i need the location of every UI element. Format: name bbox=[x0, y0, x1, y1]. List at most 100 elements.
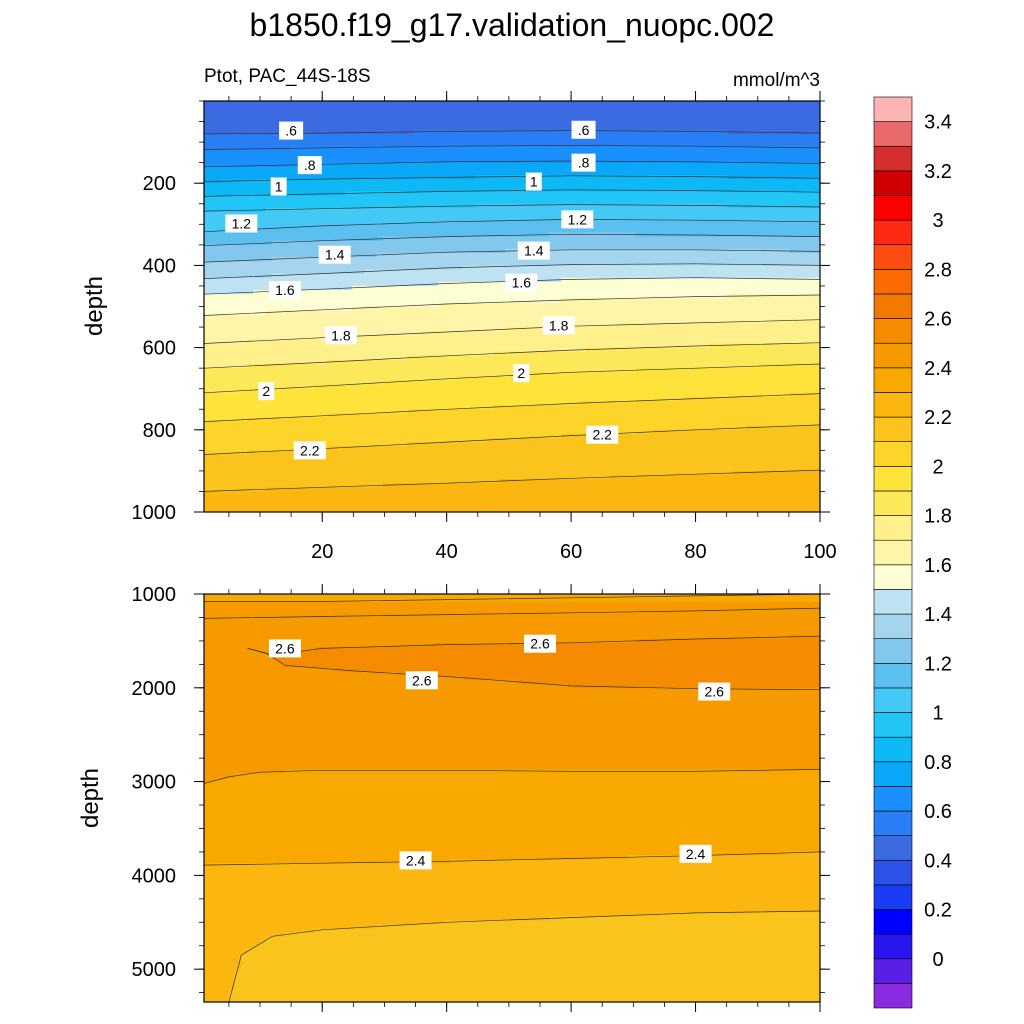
fill-cell bbox=[548, 129, 556, 147]
fill-cell bbox=[795, 133, 803, 147]
fill-cell bbox=[240, 179, 248, 197]
fill-cell bbox=[598, 191, 605, 205]
fill-cell bbox=[247, 101, 254, 135]
fill-cell bbox=[327, 133, 334, 147]
fill-cell bbox=[296, 388, 304, 419]
fill-cell bbox=[641, 322, 649, 349]
fill-cell bbox=[487, 331, 495, 357]
fill-cell bbox=[635, 146, 642, 164]
fill-cell bbox=[666, 594, 673, 603]
fill-cell bbox=[536, 859, 544, 921]
fill-cell bbox=[401, 359, 408, 382]
fill-cell bbox=[370, 602, 378, 648]
fill-cell bbox=[585, 859, 593, 917]
fill-cell bbox=[302, 195, 310, 209]
fill-cell bbox=[641, 638, 649, 689]
fill-cell bbox=[351, 769, 359, 864]
colorbar-label: 2.6 bbox=[924, 309, 952, 331]
contour-line bbox=[204, 851, 820, 866]
contour-label-bg bbox=[293, 441, 326, 460]
fill-cell bbox=[610, 298, 618, 328]
fill-cell bbox=[789, 594, 796, 603]
fill-cell bbox=[499, 642, 507, 681]
fill-cell bbox=[290, 240, 297, 258]
fill-cell bbox=[758, 343, 766, 365]
fill-cell bbox=[548, 642, 556, 685]
fill-cell bbox=[764, 912, 772, 1002]
fill-cell bbox=[696, 220, 704, 238]
fill-cell bbox=[475, 594, 482, 603]
fill-cell bbox=[783, 396, 790, 427]
fill-cell bbox=[616, 248, 624, 266]
fill-cell bbox=[530, 220, 538, 238]
fill-cell bbox=[401, 306, 408, 336]
fill-cell bbox=[505, 281, 513, 303]
fill-cell bbox=[518, 327, 525, 353]
fill-cell bbox=[629, 129, 636, 147]
fill-cell bbox=[277, 388, 285, 419]
fill-cell bbox=[222, 261, 230, 279]
fill-cell bbox=[585, 265, 593, 279]
fill-cell bbox=[536, 351, 544, 373]
fill-cell bbox=[364, 133, 371, 147]
fill-cell bbox=[388, 671, 396, 771]
fill-cell bbox=[647, 265, 655, 279]
fill-cell bbox=[438, 409, 445, 443]
fill-cell bbox=[284, 651, 291, 669]
fill-cell bbox=[561, 248, 569, 266]
fill-cell bbox=[425, 179, 433, 193]
fill-cell bbox=[739, 265, 747, 279]
contour-label-bg bbox=[399, 851, 432, 870]
fill-cell bbox=[690, 298, 698, 324]
lower-ylabel: depth bbox=[77, 768, 104, 828]
fill-cell bbox=[635, 368, 642, 402]
fill-cell bbox=[758, 179, 766, 193]
fill-cell bbox=[382, 602, 390, 648]
fill-cell bbox=[548, 146, 556, 164]
fill-cell bbox=[302, 146, 310, 164]
fill-cell bbox=[487, 191, 495, 205]
fill-cell bbox=[783, 912, 790, 1002]
fill-cell bbox=[327, 863, 334, 930]
fill-cell bbox=[222, 392, 230, 423]
fill-cell bbox=[622, 146, 630, 164]
fill-cell bbox=[715, 129, 723, 147]
fill-cell bbox=[789, 265, 796, 279]
fill-cell bbox=[678, 769, 686, 856]
fill-cell bbox=[635, 916, 642, 1002]
fill-cell bbox=[302, 290, 310, 312]
fill-cell bbox=[746, 396, 753, 427]
fill-cell bbox=[758, 162, 766, 180]
fill-cell bbox=[505, 602, 513, 644]
fill-cell bbox=[321, 273, 328, 291]
fill-cell bbox=[271, 207, 279, 230]
fill-cell bbox=[635, 855, 642, 917]
fill-cell bbox=[314, 928, 322, 1002]
fill-cell bbox=[758, 638, 766, 689]
fill-cell bbox=[672, 594, 679, 603]
fill-cell bbox=[475, 203, 482, 221]
fill-cell bbox=[684, 769, 692, 856]
fill-cell bbox=[222, 314, 230, 345]
fill-cell bbox=[641, 146, 649, 164]
contour-line bbox=[204, 594, 820, 602]
fill-cell bbox=[407, 769, 415, 864]
fill-cell bbox=[592, 479, 599, 512]
fill-cell bbox=[647, 203, 655, 221]
fill-cell bbox=[382, 253, 390, 271]
fill-cell bbox=[746, 277, 753, 295]
fill-cell bbox=[789, 277, 796, 295]
fill-cell bbox=[555, 372, 562, 406]
fill-cell bbox=[721, 236, 729, 250]
fill-cell bbox=[598, 146, 605, 164]
fill-cell bbox=[284, 150, 291, 168]
fill-cell bbox=[770, 133, 778, 147]
fill-cell bbox=[401, 179, 408, 193]
fill-cell bbox=[456, 269, 464, 283]
fill-cell bbox=[690, 146, 698, 164]
fill-cell bbox=[561, 265, 569, 279]
contour-label-bg bbox=[225, 214, 258, 233]
colorbar-label: 2.8 bbox=[924, 259, 952, 281]
fill-cell bbox=[758, 396, 766, 427]
fill-cell bbox=[733, 368, 741, 398]
